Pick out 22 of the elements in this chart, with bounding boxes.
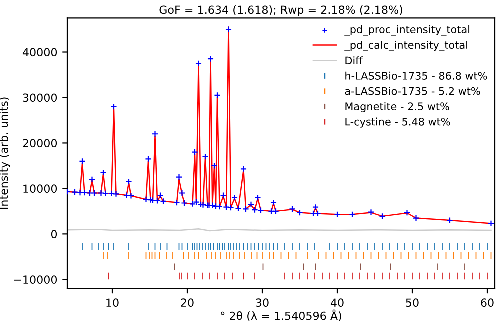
legend-label: L-cystine - 5.48 wt% — [346, 118, 450, 128]
y-tick-label: 20000 — [23, 139, 58, 148]
x-tick-label: 30 — [256, 298, 269, 308]
x-tick-label: 20 — [181, 298, 194, 308]
x-axis-title: ° 2θ (λ = 1.540596 Å) — [221, 310, 342, 322]
legend-label: Diff — [346, 56, 364, 65]
x-tick-label: 40 — [330, 298, 344, 308]
y-tick-label: 30000 — [23, 94, 58, 102]
y-tick-label: 10000 — [24, 184, 58, 194]
legend-label: Magnetite - 2.5 wt% — [346, 102, 450, 113]
x-tick-label: 10 — [106, 298, 119, 308]
y-axis-title: Intensity (arb. units) — [0, 98, 10, 210]
y-tick-label: 40000 — [22, 48, 58, 57]
y-tick-label: 0 — [51, 230, 58, 239]
y-tick-label: −10000 — [14, 276, 58, 284]
legend-label: h-LASSBio-1735 - 86.8 wt% — [346, 72, 488, 80]
legend-label: _pd_proc_intensity_total — [344, 25, 470, 36]
legend-label: _pd_calc_intensity_total — [344, 41, 468, 52]
legend-label: a-LASSBio-1735 - 5.2 wt% — [345, 87, 480, 96]
chart-title: GoF = 1.634 (1.618); Rwp = 2.18% (2.18%) — [160, 6, 402, 16]
x-tick-label: 50 — [406, 298, 419, 308]
x-tick-label: 60 — [481, 298, 494, 308]
